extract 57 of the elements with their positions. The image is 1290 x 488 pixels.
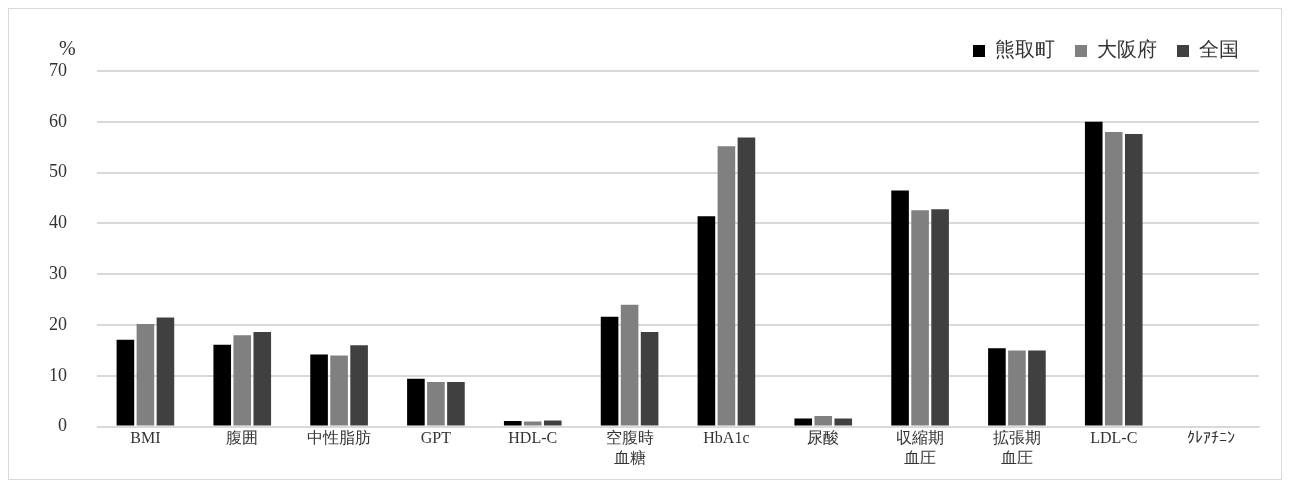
bar	[600, 316, 619, 426]
x-tick-label: GPT	[420, 429, 452, 447]
bar	[213, 344, 232, 426]
bar	[931, 209, 949, 426]
y-tick-label: 70	[49, 59, 67, 80]
bar	[503, 421, 522, 426]
bar	[253, 332, 272, 426]
bar	[156, 317, 175, 426]
x-tick-label: HDL-C	[508, 429, 558, 447]
bar	[1084, 121, 1103, 426]
bar	[1124, 133, 1143, 426]
y-tick-label: 60	[49, 110, 67, 131]
y-tick-label: 10	[49, 364, 67, 385]
bar	[116, 339, 135, 426]
bar	[350, 345, 368, 426]
bar	[136, 323, 155, 426]
bar	[427, 381, 445, 426]
legend-label: 全国	[1199, 38, 1239, 61]
y-axis-title: %	[59, 37, 76, 60]
y-tick-label: 20	[49, 313, 67, 334]
bar	[620, 304, 639, 426]
y-tick-label: 30	[49, 262, 67, 283]
y-tick-label: 40	[49, 212, 67, 233]
bar	[1028, 350, 1046, 426]
bar	[640, 332, 659, 426]
x-tick-label: 空腹時血糖	[605, 429, 654, 466]
x-tick-label: BMI	[130, 429, 161, 447]
x-tick-label: ｸﾚｱﾁﾆﾝ	[1186, 429, 1235, 447]
legend-label: 熊取町	[995, 38, 1055, 61]
bar	[233, 335, 252, 426]
x-tick-label: LDL-C	[1090, 429, 1138, 447]
bar	[310, 354, 328, 426]
bar	[834, 418, 853, 426]
bar	[814, 415, 833, 426]
bar	[407, 378, 425, 426]
x-tick-label: 尿酸	[807, 429, 840, 447]
bar	[447, 381, 465, 426]
bar	[737, 137, 756, 426]
legend-label: 大阪府	[1097, 38, 1157, 61]
bar	[1104, 131, 1123, 426]
y-tick-label: 0	[58, 415, 67, 436]
bar	[1008, 350, 1026, 426]
x-tick-label: HbA1c	[703, 429, 750, 447]
bar	[717, 146, 736, 426]
x-tick-label: 収縮期血圧	[896, 429, 945, 466]
x-tick-label: 腹囲	[226, 429, 259, 447]
y-tick-label: 50	[49, 161, 67, 182]
bar	[911, 210, 929, 426]
bar	[543, 420, 562, 426]
x-tick-label: 中性脂肪	[307, 429, 372, 447]
bar	[988, 348, 1006, 426]
x-tick-label: 拡張期血圧	[992, 429, 1041, 466]
bar	[891, 190, 909, 426]
bar	[794, 418, 813, 426]
bar	[330, 355, 348, 426]
bar	[523, 421, 542, 426]
bar	[697, 216, 716, 426]
